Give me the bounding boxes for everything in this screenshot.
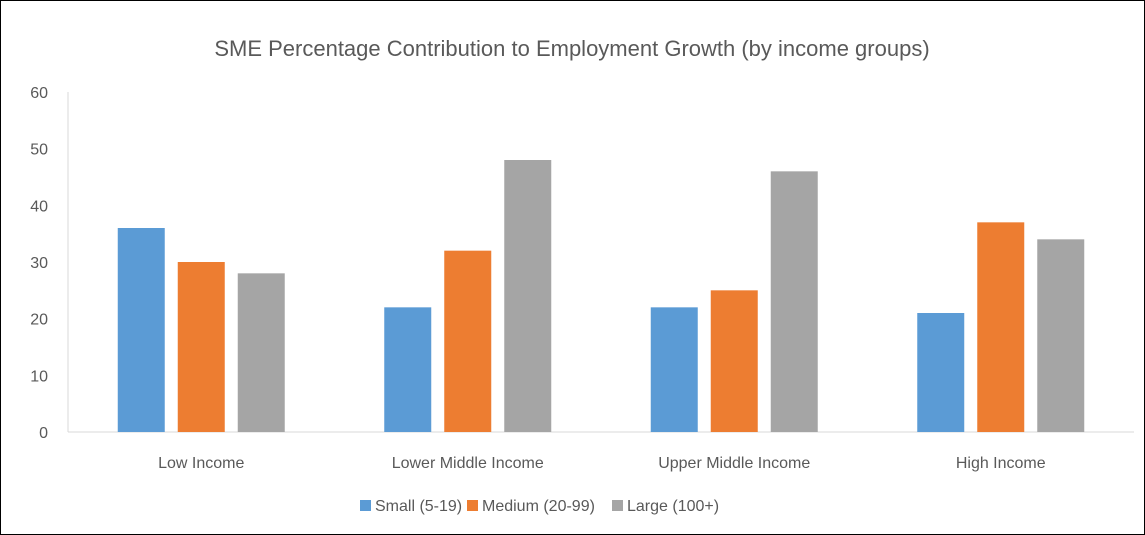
bar-medium-high-income: [977, 222, 1025, 432]
x-tick-label: Upper Middle Income: [658, 455, 810, 472]
bar-large-low-income: [237, 273, 285, 432]
y-tick-label: 0: [39, 425, 48, 442]
bar-small-upper-middle-income: [650, 307, 698, 432]
legend-label: Small (5-19): [375, 498, 462, 515]
legend-swatch: [360, 500, 371, 511]
bar-small-high-income: [917, 313, 965, 432]
x-tick-label: Lower Middle Income: [392, 455, 544, 472]
y-tick-label: 50: [30, 142, 48, 159]
legend-swatch: [612, 500, 623, 511]
y-tick-label: 60: [30, 85, 48, 102]
bar-small-low-income: [117, 228, 165, 432]
bar-medium-lower-middle-income: [444, 250, 492, 432]
y-tick-label: 30: [30, 255, 48, 272]
y-tick-label: 20: [30, 312, 48, 329]
y-tick-label: 10: [30, 368, 48, 385]
x-axis-labels: Low Income Lower Middle Income Upper Middl…: [158, 455, 1046, 472]
bar-medium-upper-middle-income: [710, 290, 758, 432]
bar-small-lower-middle-income: [384, 307, 432, 432]
chart-title: SME Percentage Contribution to Employmen…: [214, 36, 929, 61]
y-axis-ticks: 0 10 20 30 40 50 60: [30, 85, 48, 442]
bar-large-high-income: [1037, 239, 1085, 432]
x-tick-label: High Income: [956, 455, 1046, 472]
legend: Small (5-19) Medium (20-99) Large (100+): [360, 498, 719, 515]
legend-swatch: [467, 500, 478, 511]
bar-group: [117, 160, 1085, 433]
bar-large-lower-middle-income: [504, 160, 552, 432]
legend-label: Large (100+): [627, 498, 719, 515]
bar-medium-low-income: [177, 262, 225, 432]
legend-label: Medium (20-99): [482, 498, 595, 515]
bar-large-upper-middle-income: [770, 171, 818, 433]
x-tick-label: Low Income: [158, 455, 244, 472]
y-tick-label: 40: [30, 198, 48, 215]
